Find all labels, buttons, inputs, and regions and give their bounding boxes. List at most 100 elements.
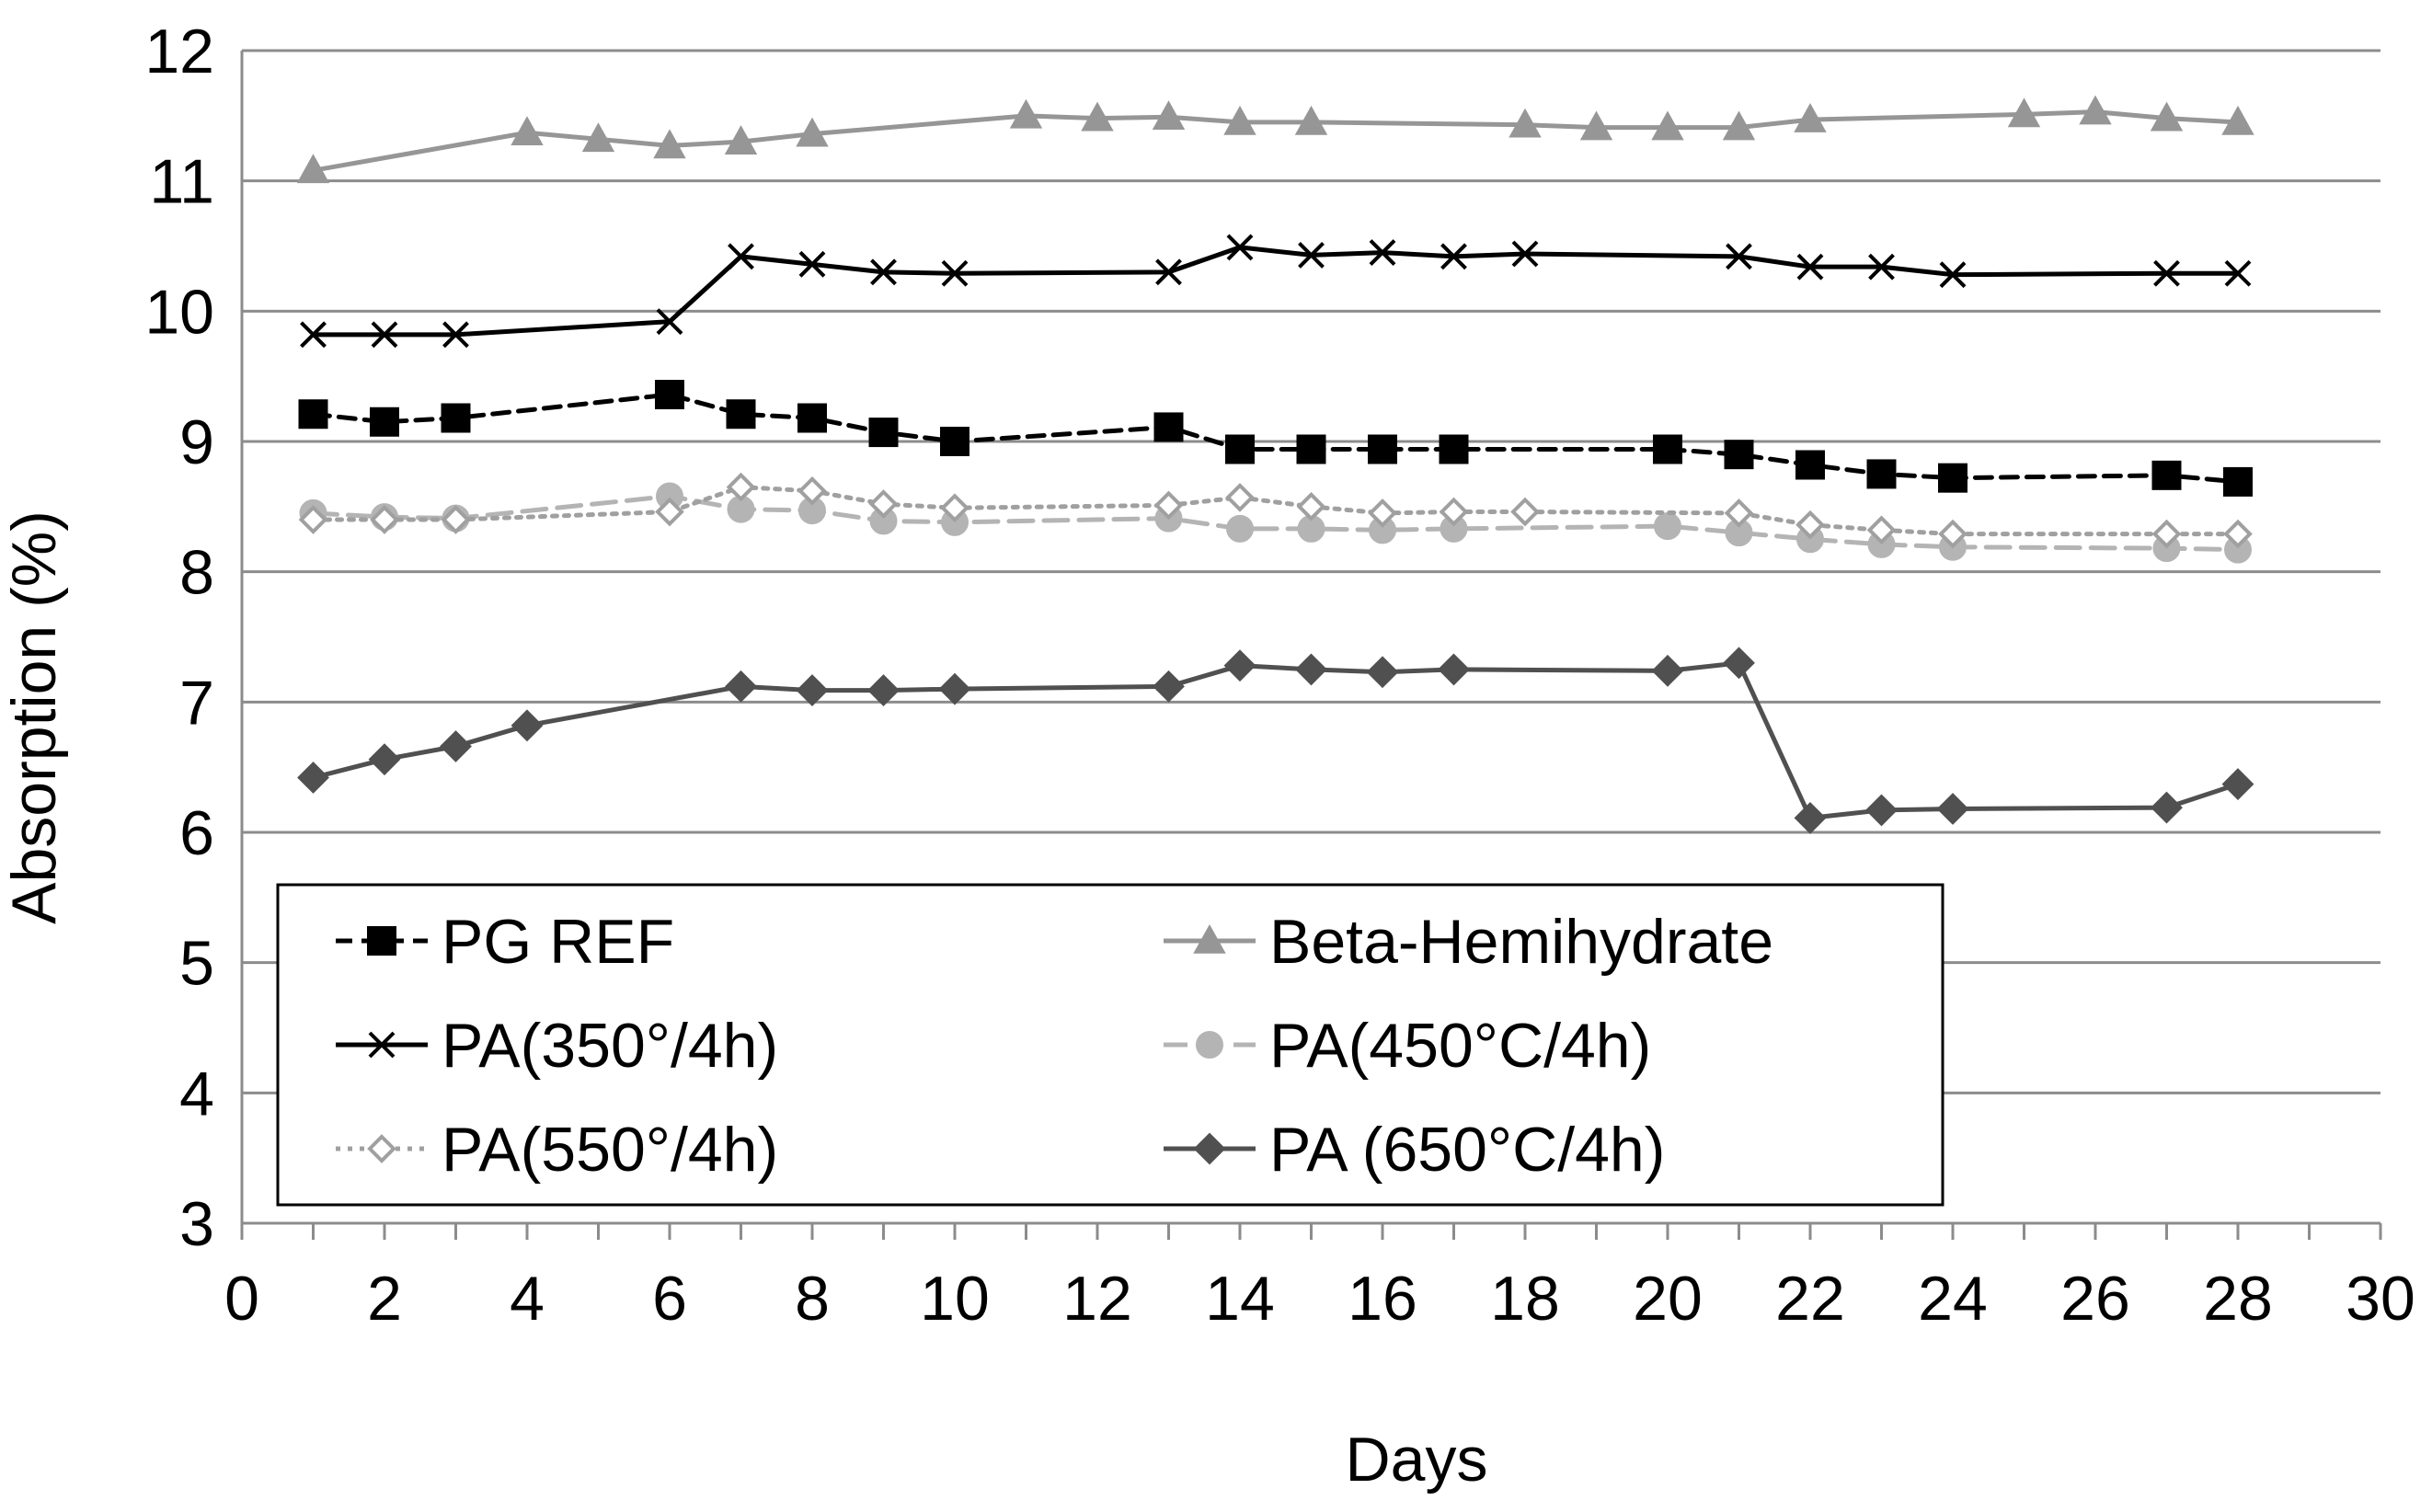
data-point (1510, 497, 1540, 527)
data-point (1223, 105, 1256, 135)
data-point (1938, 463, 1967, 493)
x-tick-label: 2 (367, 1264, 402, 1334)
data-point (1225, 483, 1255, 512)
data-point (1866, 515, 1897, 545)
data-point (1651, 654, 1684, 687)
data-point (1724, 440, 1754, 470)
y-tick-label: 4 (179, 1059, 214, 1128)
data-point (724, 125, 758, 155)
data-point (2151, 519, 2182, 549)
data-point (1294, 105, 1328, 135)
y-tick-label: 12 (144, 17, 214, 86)
series-layer (296, 95, 2254, 834)
series-3 (299, 482, 2252, 564)
x-axis-title: Days (1346, 1425, 1488, 1495)
data-point (653, 129, 686, 159)
data-point (441, 505, 471, 534)
legend-entry: Beta-Hemihydrate (1164, 907, 1773, 977)
series-line (311, 109, 2241, 173)
data-point (510, 116, 544, 146)
x-tick-label: 28 (2203, 1264, 2273, 1334)
legend-entry: PA(550°/4h) (336, 1115, 778, 1185)
data-point (938, 672, 971, 705)
data-point (797, 403, 827, 433)
y-tick-label: 5 (179, 929, 214, 999)
data-point (1795, 510, 1825, 540)
legend-label: PG REF (442, 907, 674, 977)
data-point (1226, 514, 1254, 543)
data-point (1726, 243, 1752, 270)
legend-marker (1193, 923, 1226, 954)
legend-marker (368, 1031, 396, 1059)
data-point (655, 497, 684, 527)
data-point (441, 403, 471, 433)
data-point (2221, 105, 2254, 135)
x-tick-label: 0 (224, 1264, 259, 1334)
data-point (1439, 434, 1469, 464)
axes (240, 51, 2382, 1240)
data-point (1296, 434, 1326, 464)
data-point (1723, 647, 1755, 680)
data-point (1226, 234, 1254, 261)
y-tick-label: 10 (144, 277, 214, 347)
data-point (1366, 656, 1399, 689)
data-point (1369, 239, 1396, 266)
x-tick-label: 30 (2346, 1264, 2415, 1334)
data-point (798, 250, 826, 278)
x-tick-label: 12 (1062, 1264, 1132, 1334)
data-point (2079, 95, 2112, 125)
data-point (656, 308, 683, 336)
x-tick-label: 26 (2060, 1264, 2130, 1334)
legend-label: PA(550°/4h) (442, 1115, 778, 1185)
data-point (1009, 98, 1043, 129)
data-point (297, 762, 329, 794)
data-point (1794, 802, 1827, 834)
data-point (1153, 412, 1184, 442)
data-point (1368, 434, 1397, 464)
data-point (1438, 653, 1470, 686)
data-point (1724, 498, 1754, 528)
y-tick-label: 6 (179, 798, 214, 868)
data-point (868, 418, 899, 448)
data-point (1295, 653, 1327, 686)
data-point (1511, 240, 1539, 268)
legend-entry: PG REF (336, 907, 674, 977)
data-point (2153, 259, 2180, 287)
data-point (1938, 519, 1967, 549)
data-point (1866, 459, 1897, 489)
data-point (1153, 490, 1184, 521)
data-point (1653, 434, 1682, 464)
data-point (2221, 768, 2254, 800)
data-point (1439, 497, 1469, 527)
data-point (940, 493, 969, 523)
legend-entry: PA (650°C/4h) (1164, 1115, 1665, 1185)
data-point (2223, 519, 2253, 549)
y-tick-label: 9 (179, 407, 214, 477)
y-tick-label: 8 (179, 538, 214, 608)
data-point (1654, 512, 1681, 541)
data-point (870, 258, 897, 286)
data-point (1152, 100, 1186, 131)
series-0 (298, 380, 2253, 497)
data-point (726, 399, 756, 430)
data-point (940, 427, 969, 456)
data-point (298, 399, 328, 430)
data-point (797, 476, 827, 506)
data-point (796, 674, 829, 706)
legend-marker (1196, 1031, 1223, 1059)
data-point (1225, 434, 1255, 464)
legend-marker (367, 1134, 396, 1163)
y-axis-title: Absorption (%) (0, 510, 69, 924)
series-1 (296, 95, 2254, 184)
data-point (2007, 97, 2041, 128)
data-point (1796, 253, 1824, 281)
x-tick-label: 16 (1348, 1264, 1417, 1334)
y-tick-label: 11 (149, 147, 214, 217)
data-point (2224, 259, 2252, 287)
x-tick-label: 10 (920, 1264, 990, 1334)
data-point (510, 709, 544, 742)
series-2 (300, 234, 2252, 349)
data-point (300, 321, 327, 349)
